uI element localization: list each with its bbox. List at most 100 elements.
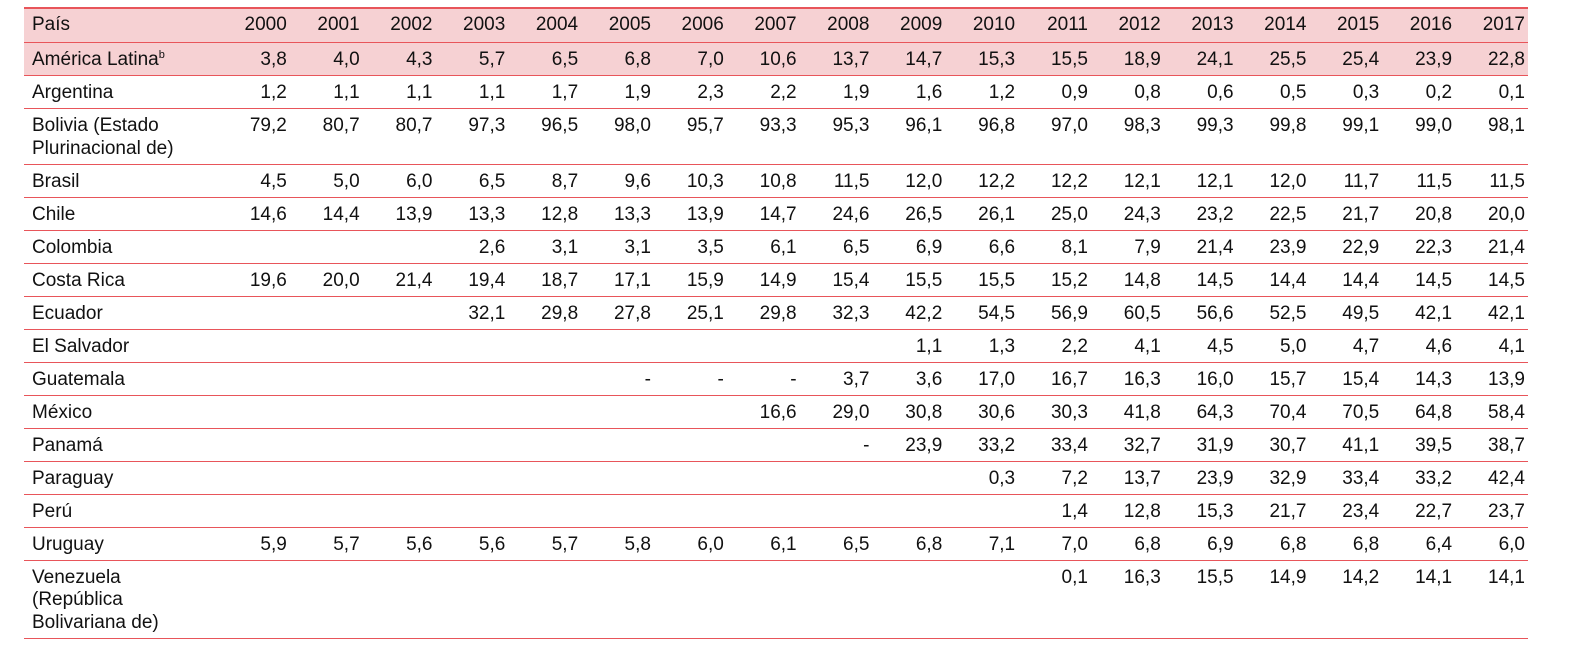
value-cell: 22,7 [1382,494,1456,528]
value-cell: 16,3 [1090,362,1164,396]
value-cell: 13,3 [581,197,654,231]
value-cell [362,230,436,264]
country-cell: Paraguay [24,461,217,495]
value-cell: 23,9 [1163,461,1237,495]
value-cell: 12,1 [1090,164,1164,198]
value-cell: 20,8 [1382,197,1456,231]
value-cell: 0,8 [1090,75,1164,109]
value-cell: 4,6 [1382,329,1456,363]
value-cell: 24,6 [799,197,873,231]
value-cell: 14,1 [1382,560,1456,639]
data-table-container: País 2000 2001 2002 2003 2004 2005 2006 2007 200… [24,7,1528,639]
value-cell [289,230,363,264]
value-cell: 6,6 [945,230,1019,264]
value-cell: 14,4 [289,197,363,231]
value-cell: 70,4 [1236,395,1310,429]
table-row: Panamá -23,9 33,2 33,4 32,7 31,9 30,7 41,1 39,5 3… [24,428,1528,462]
value-cell [217,395,290,429]
value-cell: 1,6 [872,75,946,109]
value-cell: 3,1 [508,230,582,264]
value-cell: 6,0 [362,164,436,198]
value-cell: - [799,428,873,462]
value-cell: 14,1 [1455,560,1528,639]
value-cell: 93,3 [726,108,800,165]
value-cell [799,560,873,639]
value-cell: 32,9 [1236,461,1310,495]
value-cell: 14,4 [1309,263,1383,297]
value-cell: 54,5 [945,296,1019,330]
value-cell: 6,4 [1382,527,1456,561]
value-cell: 6,0 [1455,527,1528,561]
country-name: Brasil [32,170,80,192]
value-cell [799,494,873,528]
value-cell: 11,7 [1309,164,1383,198]
value-cell: 13,9 [1455,362,1528,396]
value-cell [289,494,363,528]
value-cell [945,494,1019,528]
value-cell [581,461,654,495]
table-row: Argentina 1,2 1,1 1,1 1,1 1,7 1,9 2,3 2,2 1,9 1,6 1… [24,75,1528,109]
value-cell: 25,0 [1018,197,1091,231]
value-cell: 14,2 [1309,560,1383,639]
country-cell: Argentina [24,75,217,109]
country-cell: Perú [24,494,217,528]
value-cell: 1,2 [945,75,1019,109]
value-cell: 58,4 [1455,395,1528,429]
value-cell: 22,3 [1382,230,1456,264]
value-cell: 23,9 [872,428,946,462]
value-cell: 5,7 [435,42,509,76]
value-cell: 24,3 [1090,197,1164,231]
value-cell [362,461,436,495]
column-header-year: 2009 [872,7,946,43]
country-cell: México [24,395,217,429]
value-cell: - [581,362,654,396]
value-cell [289,296,363,330]
value-cell [217,362,290,396]
value-cell: 1,7 [508,75,582,109]
table-row: Guatemala - - -3,7 3,6 17,0 16,7 16,3 16,0 15,7 15… [24,362,1528,396]
value-cell [435,461,509,495]
value-cell [362,296,436,330]
value-cell: 15,2 [1018,263,1091,297]
value-cell: 21,7 [1309,197,1383,231]
value-cell: 95,7 [653,108,727,165]
value-cell: 3,7 [799,362,873,396]
value-cell [435,329,509,363]
country-name: Perú [32,500,73,522]
value-cell: 6,5 [435,164,509,198]
value-cell: 10,8 [726,164,800,198]
value-cell: 14,7 [872,42,946,76]
country-name: Colombia [32,236,113,258]
column-header-year: 2011 [1018,7,1091,43]
value-cell [581,494,654,528]
value-cell: 98,1 [1455,108,1528,165]
country-name: Paraguay [32,467,114,489]
value-cell: 16,3 [1090,560,1164,639]
data-table: País 2000 2001 2002 2003 2004 2005 2006 2007 200… [24,7,1528,639]
value-cell: 29,8 [726,296,800,330]
value-cell [653,395,727,429]
value-cell: 21,4 [1163,230,1237,264]
value-cell: 12,0 [1236,164,1310,198]
value-cell: 98,0 [581,108,654,165]
value-cell: 64,3 [1163,395,1237,429]
value-cell [289,395,363,429]
value-cell [508,560,582,639]
column-header-year: 2015 [1309,7,1383,43]
value-cell: 80,7 [289,108,363,165]
value-cell: 21,4 [1455,230,1528,264]
value-cell: 98,3 [1090,108,1164,165]
value-cell [289,428,363,462]
value-cell: 6,5 [799,230,873,264]
value-cell: 99,8 [1236,108,1310,165]
value-cell: 0,5 [1236,75,1310,109]
value-cell: 4,5 [217,164,290,198]
value-cell: 7,0 [1018,527,1091,561]
value-cell: 13,7 [1090,461,1164,495]
value-cell [581,395,654,429]
value-cell: 11,5 [799,164,873,198]
value-cell: 8,7 [508,164,582,198]
value-cell: 33,2 [945,428,1019,462]
table-row: Chile 14,6 14,4 13,9 13,3 12,8 13,3 13,9 14,7 24,… [24,197,1528,231]
country-name: Chile [32,203,76,225]
